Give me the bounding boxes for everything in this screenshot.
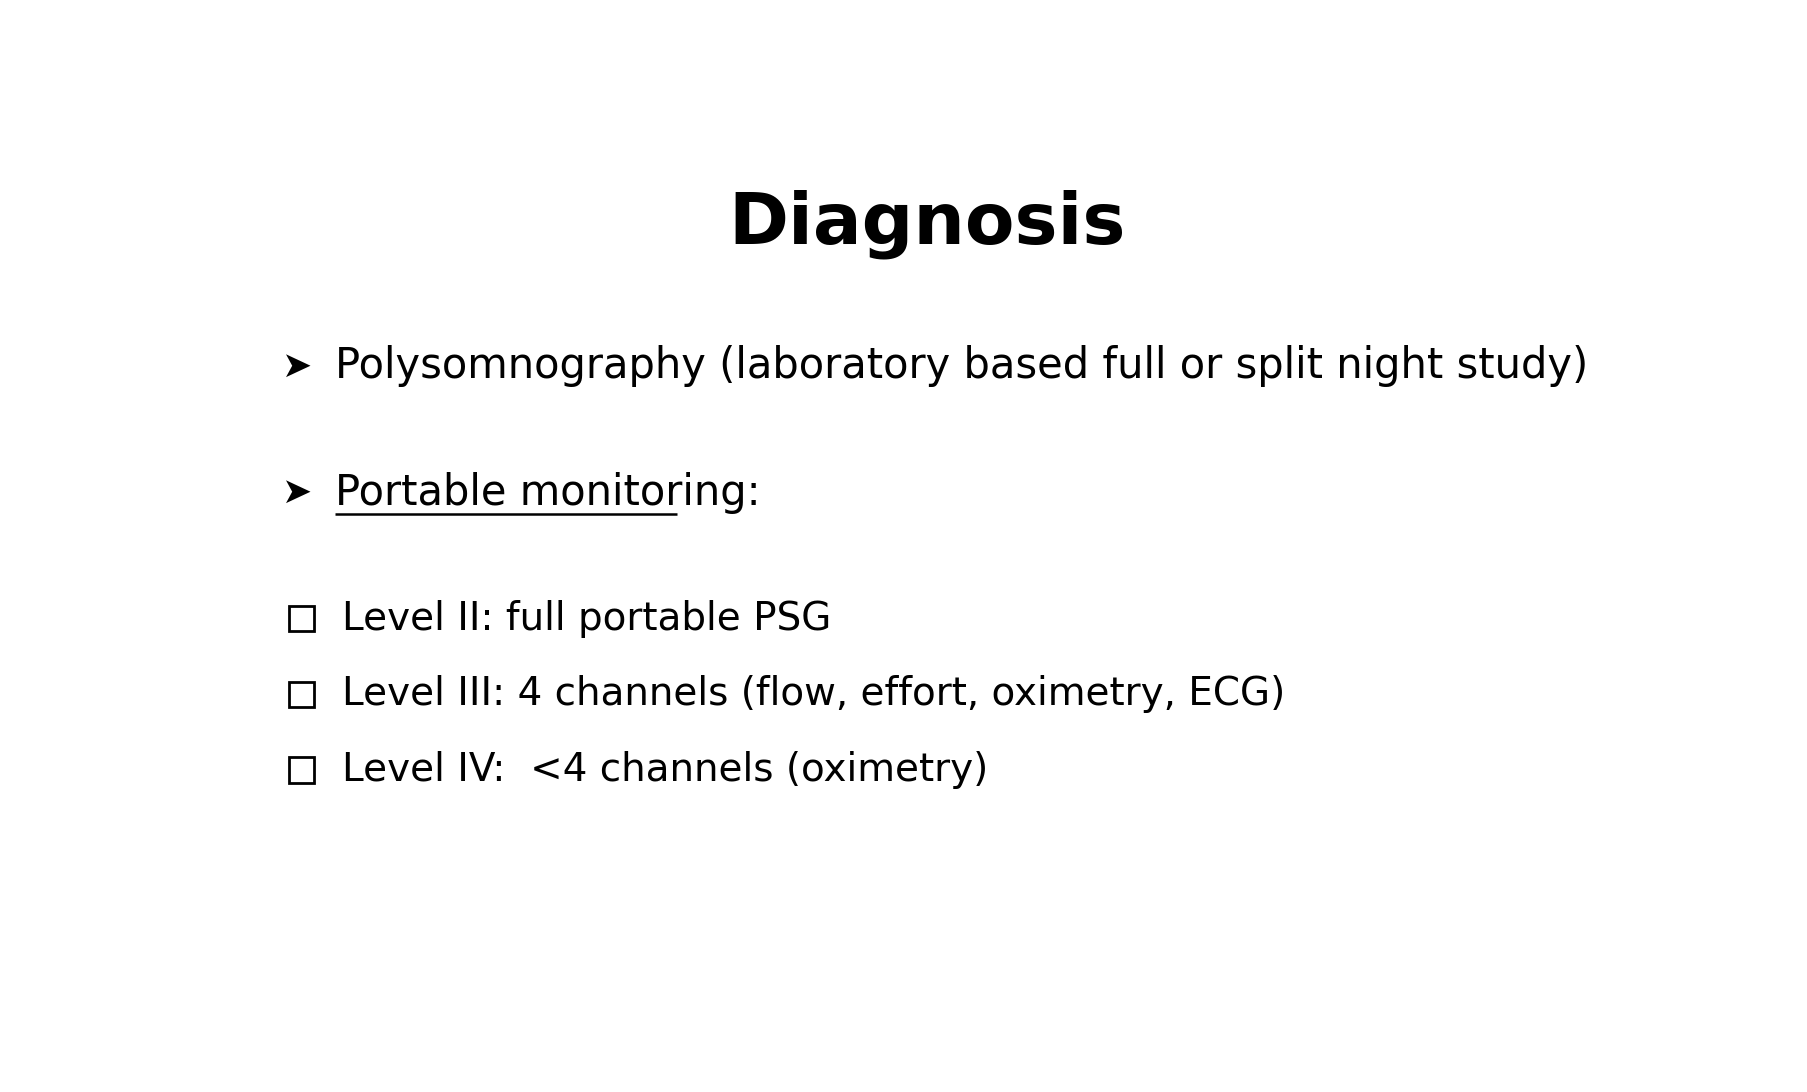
Text: Level III: 4 channels (flow, effort, oximetry, ECG): Level III: 4 channels (flow, effort, oxi… [342, 676, 1285, 713]
Text: ➤: ➤ [282, 476, 313, 510]
Text: Portable monitoring:: Portable monitoring: [334, 472, 761, 513]
Text: Level IV:  <4 channels (oximetry): Level IV: <4 channels (oximetry) [342, 751, 988, 790]
Text: Diagnosis: Diagnosis [728, 190, 1124, 260]
Bar [289, 606, 314, 631]
Text: ➤: ➤ [282, 349, 313, 383]
Bar [289, 681, 314, 707]
Bar [289, 758, 314, 783]
Text: Level II: full portable PSG: Level II: full portable PSG [342, 600, 831, 638]
Text: Polysomnography (laboratory based full or split night study): Polysomnography (laboratory based full o… [334, 345, 1588, 388]
